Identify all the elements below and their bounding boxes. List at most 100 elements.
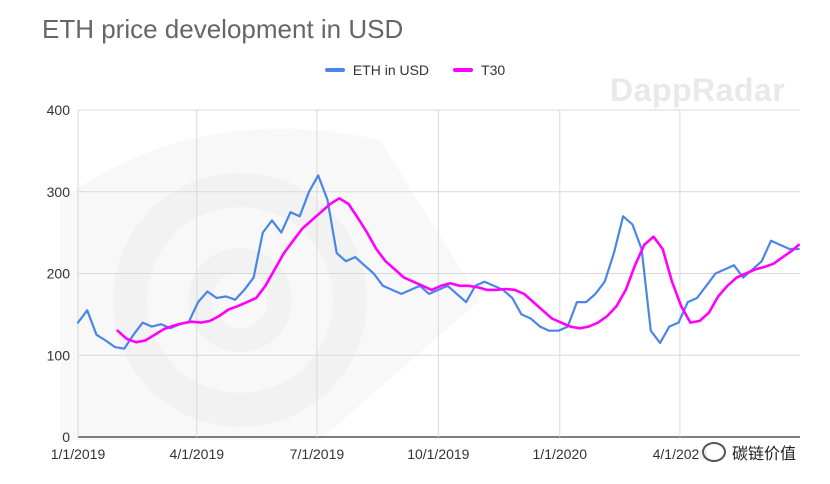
data-point-t30 xyxy=(708,311,710,314)
legend-item-t30[interactable]: T30 xyxy=(453,62,505,78)
data-point-t30 xyxy=(624,289,627,291)
data-point-eth xyxy=(215,297,218,299)
data-point-eth xyxy=(345,260,347,263)
data-point-t30 xyxy=(541,309,544,312)
data-point-eth xyxy=(631,223,634,226)
data-point-eth xyxy=(289,211,292,214)
data-point-eth xyxy=(409,289,412,291)
data-point-t30 xyxy=(606,315,609,317)
data-point-eth xyxy=(668,325,671,328)
data-point-t30 xyxy=(283,252,285,255)
data-point-eth xyxy=(363,264,366,267)
data-point-t30 xyxy=(292,239,294,242)
data-point-eth xyxy=(298,215,301,218)
data-point-t30 xyxy=(162,328,165,330)
data-point-eth xyxy=(613,252,615,255)
data-point-eth xyxy=(252,276,255,279)
footer-watermark-text: 碳链价值 xyxy=(732,446,797,463)
data-point-eth xyxy=(437,289,440,291)
data-point-eth xyxy=(123,347,126,350)
data-point-t30 xyxy=(199,321,202,324)
data-point-eth xyxy=(77,321,79,324)
data-point-t30 xyxy=(781,256,784,258)
data-point-t30 xyxy=(181,322,184,325)
data-point-eth xyxy=(206,290,209,293)
data-point-t30 xyxy=(338,197,341,200)
data-point-t30 xyxy=(754,268,756,271)
data-point-t30 xyxy=(449,282,452,285)
data-point-t30 xyxy=(578,327,581,330)
data-point-eth xyxy=(529,317,532,320)
data-point-eth xyxy=(714,272,717,275)
data-point-t30 xyxy=(717,295,720,298)
data-point-t30 xyxy=(634,264,636,267)
data-point-t30 xyxy=(615,305,618,308)
data-point-t30 xyxy=(301,227,304,230)
data-point-eth xyxy=(234,298,237,301)
data-point-eth xyxy=(705,284,708,287)
data-point-t30 xyxy=(412,280,415,283)
data-point-eth xyxy=(197,301,200,303)
data-point-t30 xyxy=(273,268,276,271)
data-point-t30 xyxy=(745,272,747,275)
data-point-t30 xyxy=(430,289,433,291)
data-point-eth xyxy=(428,293,430,295)
data-point-eth xyxy=(326,199,329,201)
y-tick-label: 200 xyxy=(47,266,71,282)
y-tick-label: 400 xyxy=(47,102,71,118)
data-point-t30 xyxy=(310,219,313,222)
data-point-t30 xyxy=(347,203,350,205)
data-point-t30 xyxy=(671,280,673,283)
data-point-t30 xyxy=(467,284,470,287)
data-point-eth xyxy=(382,284,384,287)
data-point-eth xyxy=(548,329,551,332)
x-tick-label: 1/1/2020 xyxy=(533,446,588,462)
y-tick-label: 0 xyxy=(62,429,70,445)
data-point-t30 xyxy=(587,325,590,328)
data-point-eth xyxy=(160,323,163,326)
data-point-eth xyxy=(141,321,144,324)
data-point-eth xyxy=(723,268,726,271)
y-axis: 0 100 200 300 400 xyxy=(47,102,71,445)
data-point-eth xyxy=(455,293,458,295)
data-point-t30 xyxy=(255,297,258,299)
data-point-t30 xyxy=(772,262,775,265)
data-point-t30 xyxy=(144,339,147,342)
data-point-eth xyxy=(594,293,597,295)
data-point-t30 xyxy=(797,244,800,246)
data-point-t30 xyxy=(523,293,525,295)
data-point-t30 xyxy=(458,284,461,287)
data-point-t30 xyxy=(661,248,664,250)
data-point-eth xyxy=(788,248,791,250)
data-point-eth xyxy=(585,301,588,303)
data-point-eth xyxy=(696,297,698,299)
data-point-t30 xyxy=(495,289,498,291)
data-point-t30 xyxy=(597,321,599,324)
data-point-t30 xyxy=(236,305,239,308)
data-point-t30 xyxy=(421,284,424,287)
series-group xyxy=(76,174,800,350)
y-tick-label: 300 xyxy=(47,184,71,200)
x-tick-label: 7/1/2019 xyxy=(290,446,345,462)
x-tick-label: 1/1/2019 xyxy=(51,446,106,462)
data-point-t30 xyxy=(551,317,553,320)
data-point-t30 xyxy=(504,288,507,290)
data-point-t30 xyxy=(209,320,211,322)
data-point-t30 xyxy=(403,276,405,279)
data-point-eth xyxy=(132,333,135,336)
data-point-t30 xyxy=(366,231,368,234)
data-point-eth xyxy=(677,321,680,324)
legend-item-eth[interactable]: ETH in USD xyxy=(324,62,429,78)
data-point-eth xyxy=(797,248,800,250)
data-point-t30 xyxy=(680,305,683,308)
data-point-t30 xyxy=(218,315,221,317)
y-tick-label: 100 xyxy=(47,347,71,363)
data-point-eth xyxy=(391,289,393,291)
data-point-eth xyxy=(354,256,357,258)
data-point-t30 xyxy=(440,284,442,287)
data-point-t30 xyxy=(643,244,646,246)
data-point-eth xyxy=(224,295,227,298)
data-point-eth xyxy=(733,264,735,267)
data-point-eth xyxy=(483,280,486,283)
